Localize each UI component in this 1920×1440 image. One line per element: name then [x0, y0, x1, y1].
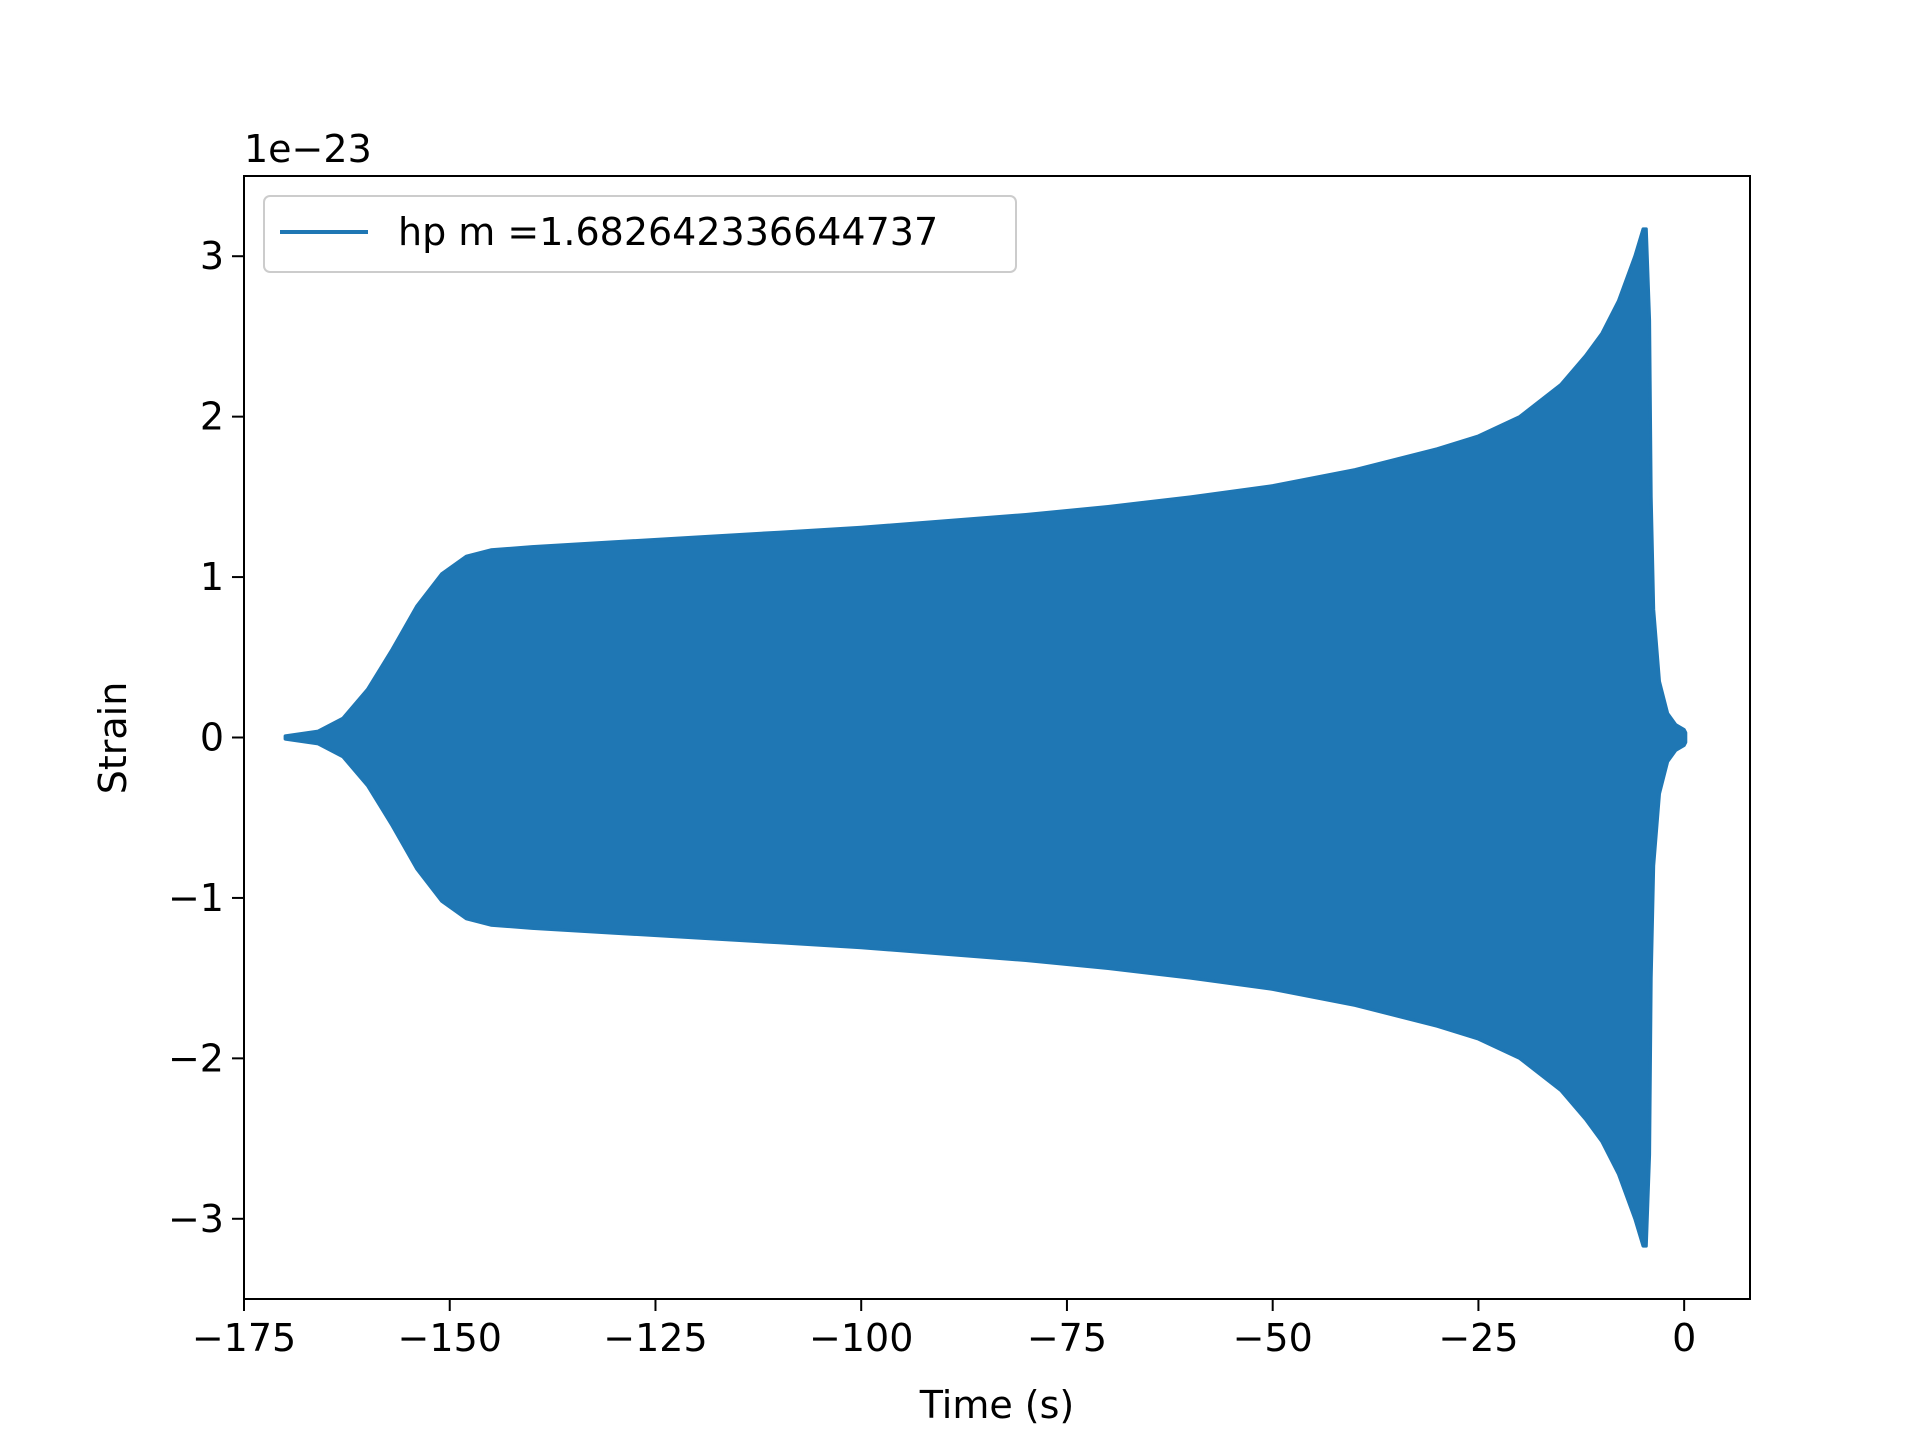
x-tick-label: −50 — [1233, 1316, 1313, 1360]
y-tick-label: −1 — [168, 876, 224, 920]
y-tick-label: −3 — [168, 1197, 224, 1241]
y-tick-label: −2 — [168, 1036, 224, 1080]
y-tick-label: 1 — [200, 555, 224, 599]
x-axis-ticks: −175 −150 −125 −100 −75 −50 −25 0 — [192, 1299, 1696, 1360]
y-axis-label: Strain — [91, 682, 135, 795]
y-offset-label: 1e−23 — [244, 127, 372, 171]
legend-box — [263, 195, 1017, 273]
y-axis-ticks: −3 −2 −1 0 1 2 3 — [168, 234, 244, 1241]
y-tick-label: 2 — [200, 395, 224, 439]
legend-entry-label: hp m =1.682642336644737 — [398, 210, 938, 254]
x-tick-label: −100 — [809, 1316, 913, 1360]
x-tick-label: −175 — [192, 1316, 296, 1360]
x-axis-label: Time (s) — [919, 1383, 1075, 1427]
y-tick-label: 3 — [200, 234, 224, 278]
data-area — [283, 227, 1688, 1248]
legend: hp m =1.682642336644737 — [263, 195, 1017, 273]
y-tick-label: 0 — [200, 716, 224, 760]
x-tick-label: 0 — [1672, 1316, 1696, 1360]
x-tick-label: −25 — [1438, 1316, 1518, 1360]
x-tick-label: −150 — [398, 1316, 502, 1360]
x-tick-label: −75 — [1027, 1316, 1107, 1360]
x-tick-label: −125 — [603, 1316, 707, 1360]
